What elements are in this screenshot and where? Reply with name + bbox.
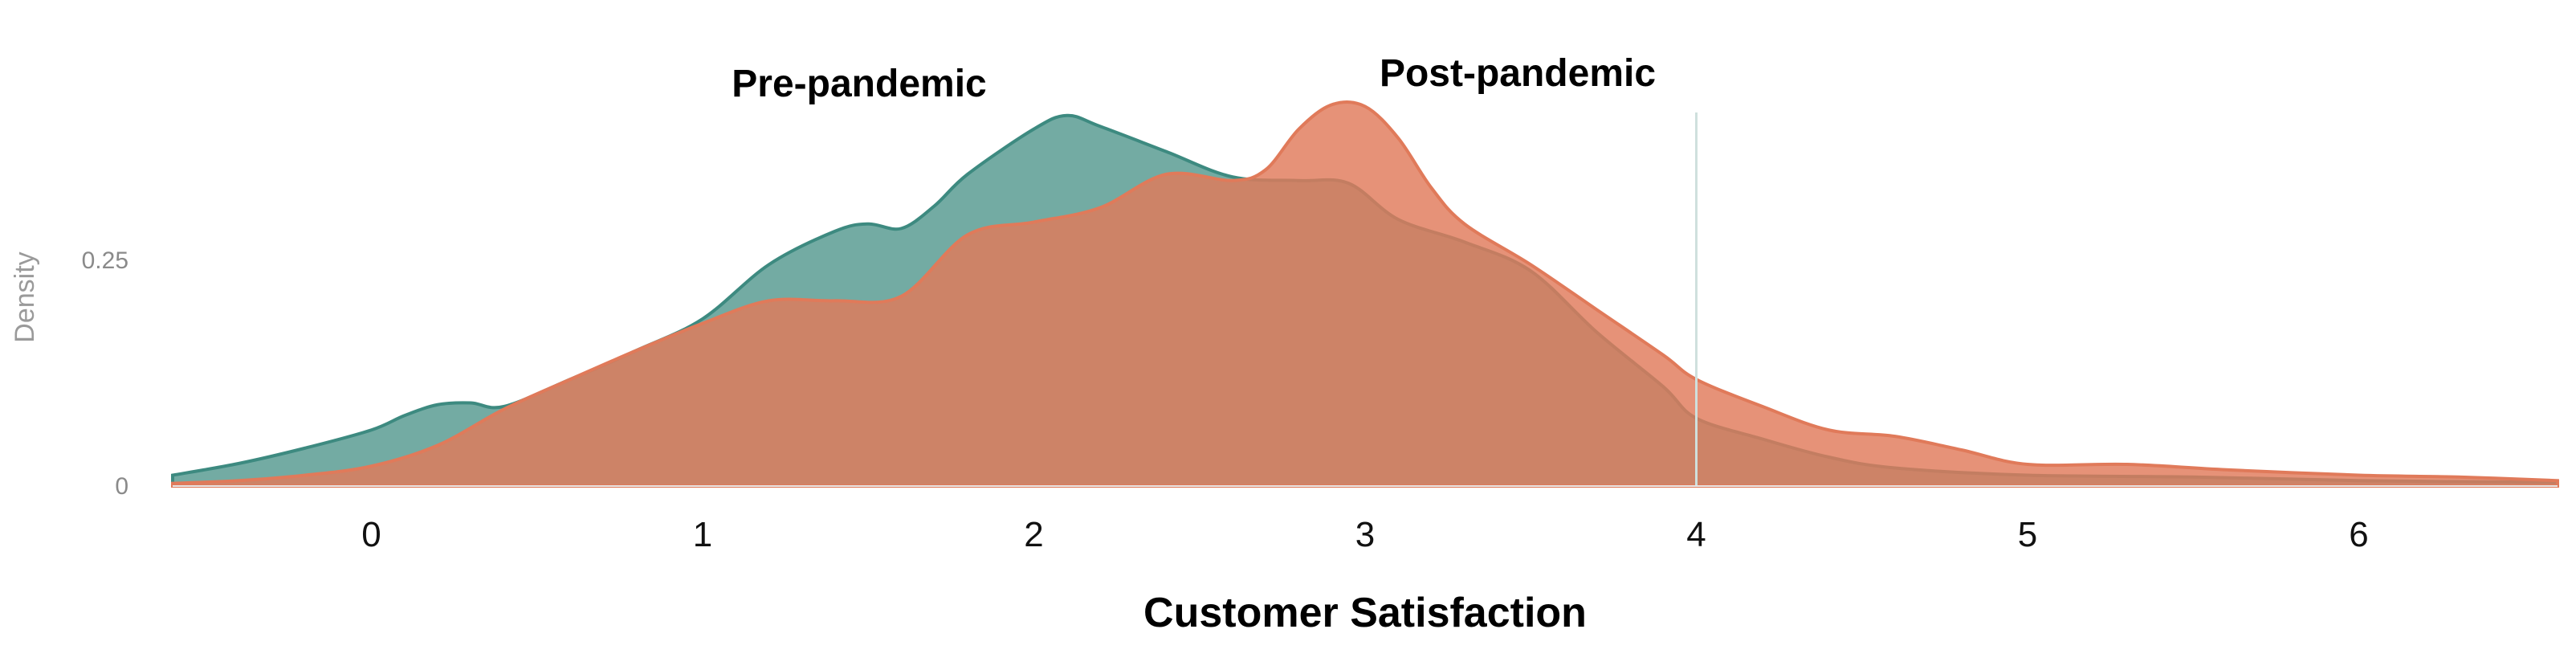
- x-axis-ticks: 0 1 2 3 4 5 6: [361, 515, 2368, 554]
- density-areas: [171, 100, 2559, 488]
- x-tick-label: 4: [1686, 515, 1706, 554]
- x-axis-title: Customer Satisfaction: [1143, 590, 1587, 636]
- y-tick-label: 0: [115, 473, 128, 500]
- y-tick-label: 0.25: [82, 247, 128, 274]
- x-tick-label: 6: [2349, 515, 2368, 554]
- series-label-post-pandemic: Post-pandemic: [1380, 52, 1656, 95]
- x-tick-label: 1: [693, 515, 712, 554]
- x-tick-label: 3: [1355, 515, 1375, 554]
- y-axis-ticks: 00.25: [82, 247, 128, 500]
- area-post-pandemic: [171, 100, 2559, 488]
- series-label-pre-pandemic: Pre-pandemic: [732, 63, 986, 105]
- y-axis-title: Density: [10, 251, 40, 342]
- x-tick-label: 5: [2018, 515, 2037, 554]
- x-tick-label: 0: [361, 515, 381, 554]
- x-tick-label: 2: [1024, 515, 1043, 554]
